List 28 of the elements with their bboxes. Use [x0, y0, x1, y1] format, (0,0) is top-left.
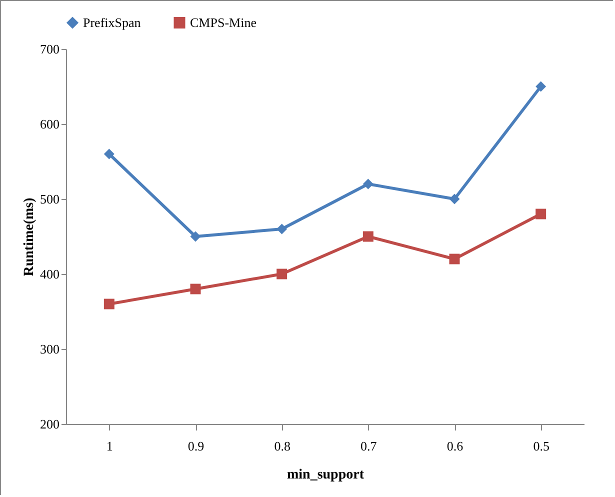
x-tick-label: 0.6 [446, 438, 464, 454]
point [104, 298, 114, 310]
point [276, 268, 288, 280]
x-tick-label: 1 [106, 438, 113, 454]
point [449, 194, 460, 204]
y-tick-label: 300 [40, 342, 60, 356]
y-tick-label: 400 [40, 266, 60, 282]
point [449, 254, 460, 264]
x-tick-label: 0.8 [274, 438, 290, 454]
point [276, 224, 288, 234]
y-tick-label: 600 [40, 116, 60, 132]
point [190, 284, 201, 294]
y-axis-title: Runtime(ms) [22, 197, 37, 276]
x-tick-label: 0.9 [188, 438, 204, 454]
point [362, 178, 374, 190]
y-tick-label: 700 [40, 42, 60, 56]
x-axis-title: min_support [286, 468, 364, 482]
legend-label: PrefixSpan [83, 14, 142, 30]
point [362, 231, 374, 242]
point [190, 231, 201, 242]
x-tick-label: 0.7 [360, 438, 378, 454]
x-tick-label: 0.5 [533, 438, 550, 454]
y-tick-label: 500 [40, 192, 60, 206]
point [536, 208, 546, 220]
point [104, 148, 114, 160]
point [536, 81, 546, 92]
y-tick-label: 200 [40, 416, 60, 432]
legend-label: CMPS-Mine [190, 14, 257, 30]
